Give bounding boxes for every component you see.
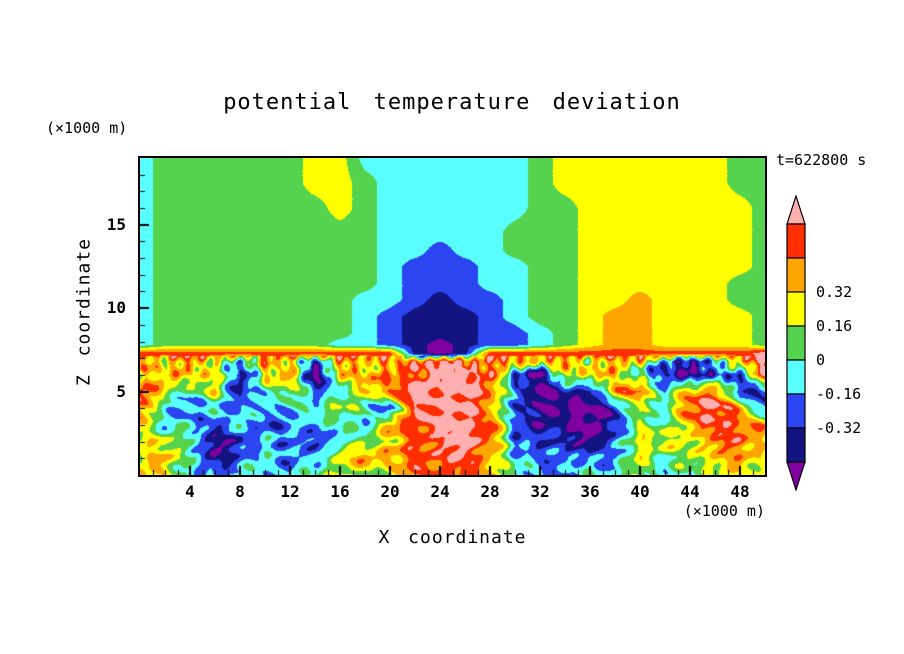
colorbar (786, 194, 806, 492)
x-tick-label: 28 (480, 482, 500, 501)
colorbar-svg (786, 194, 806, 492)
plot-frame (138, 156, 767, 477)
colorbar-segment (786, 257, 806, 293)
z-tick-label: 10 (106, 298, 126, 318)
z-axis-unit-label: (×1000 m) (46, 119, 128, 137)
colorbar-tick-label: 0.32 (816, 283, 853, 301)
x-tick-label: 40 (630, 482, 650, 501)
x-axis-unit-label: (×1000 m) (683, 502, 765, 520)
chart-title: potential temperature deviation (223, 90, 681, 115)
x-tick-label: 20 (380, 482, 400, 501)
colorbar-segment (786, 427, 806, 463)
x-tick-label: 44 (680, 482, 700, 501)
colorbar-tick-label: -0.16 (816, 385, 862, 403)
x-tick-label: 36 (580, 482, 600, 501)
z-tick-label: 15 (106, 214, 126, 234)
colorbar-segment (786, 393, 806, 429)
colorbar-segment (786, 223, 806, 259)
colorbar-segment (786, 291, 806, 327)
colorbar-tick-label: 0.16 (816, 317, 853, 335)
colorbar-tick-label: 0 (816, 351, 826, 369)
x-tick-label: 48 (730, 482, 750, 501)
z-tick-label: 5 (116, 381, 126, 401)
colorbar-arrow-low (786, 461, 806, 492)
time-stamp-label: t=622800 s (776, 151, 867, 169)
x-tick-label: 32 (530, 482, 550, 501)
colorbar-segment (786, 359, 806, 395)
x-tick-label: 24 (430, 482, 450, 501)
colorbar-segment (786, 325, 806, 361)
x-axis-title: X coordinate (378, 527, 527, 548)
x-tick-label: 8 (235, 482, 245, 501)
colorbar-tick-label: -0.32 (816, 419, 862, 437)
x-tick-label: 16 (330, 482, 350, 501)
heatmap-canvas (140, 158, 765, 475)
x-tick-label: 12 (280, 482, 300, 501)
x-tick-label: 4 (185, 482, 195, 501)
colorbar-arrow-high (786, 194, 806, 225)
